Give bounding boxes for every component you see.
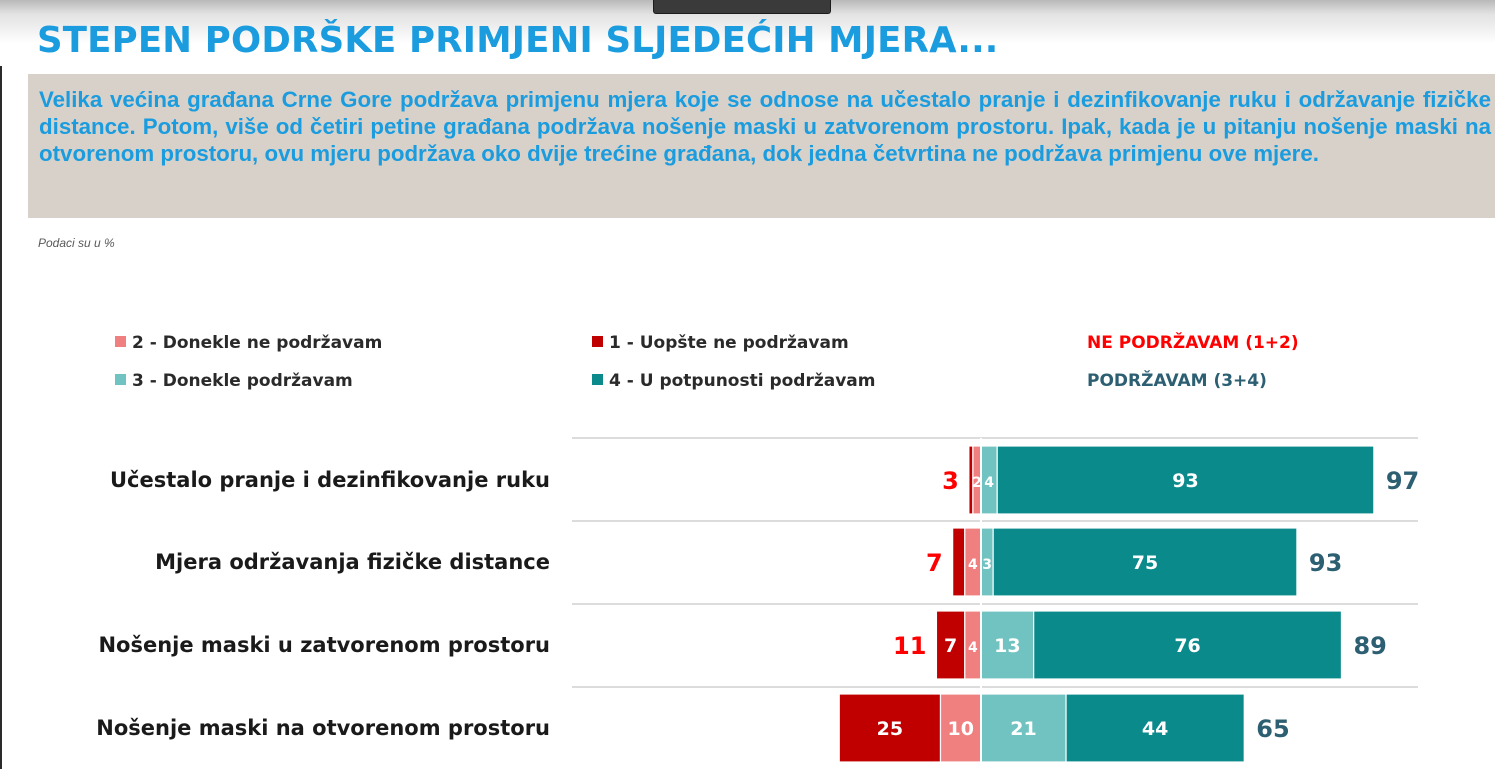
bar-segment-val4 — [1065, 693, 1245, 763]
category-label: Mjera održavanja fizičke distance — [155, 550, 550, 574]
not-support-header: NE PODRŽAVAM (1+2) — [1087, 333, 1299, 353]
total-not-support: 11 — [893, 632, 926, 660]
legend-item-3: 3 - Donekle podržavam — [115, 371, 353, 391]
data-label: 7 — [944, 635, 957, 657]
legend-label-2: 2 - Donekle ne podržavam — [132, 333, 383, 353]
summary-text: Velika većina građana Crne Gore podržava… — [39, 87, 1491, 166]
window-tab[interactable] — [653, 0, 831, 14]
data-label: 93 — [1172, 470, 1198, 492]
data-label: 21 — [1010, 718, 1036, 740]
total-support: 65 — [1256, 715, 1289, 743]
legend-swatch-3 — [115, 374, 126, 385]
category-label: Nošenje maski na otvorenom prostoru — [96, 716, 550, 740]
data-label: 44 — [1142, 718, 1168, 740]
summary-box: Velika većina građana Crne Gore podržava… — [28, 74, 1495, 218]
legend-swatch-2 — [115, 336, 126, 347]
window-edge — [0, 66, 2, 769]
data-label: 76 — [1174, 635, 1200, 657]
legend-label-3: 3 - Donekle podržavam — [132, 371, 353, 391]
data-label: 10 — [948, 718, 974, 740]
total-support: 93 — [1309, 549, 1342, 577]
category-label: Učestalo pranje i dezinfikovanje ruku — [110, 468, 550, 492]
data-note: Podaci su u % — [38, 236, 115, 250]
support-header: PODRŽAVAM (3+4) — [1087, 371, 1267, 391]
data-label: 13 — [994, 635, 1020, 657]
bar-segment-val2 — [939, 693, 982, 763]
data-label: 2 — [972, 475, 982, 491]
data-label: 4 — [968, 557, 978, 573]
legend-swatch-1 — [592, 336, 603, 347]
data-label: 3 — [982, 557, 992, 573]
data-label: 75 — [1132, 552, 1158, 574]
legend-label-1: 1 - Uopšte ne podržavam — [609, 333, 849, 353]
category-label: Nošenje maski u zatvorenom prostoru — [98, 633, 550, 657]
bar-segment-val4 — [996, 445, 1375, 515]
total-support: 89 — [1353, 632, 1386, 660]
legend-item-1: 1 - Uopšte ne podržavam — [592, 333, 849, 353]
total-not-support: 3 — [942, 467, 959, 495]
bar-segment-val1 — [935, 610, 966, 680]
legend-item-4: 4 - U potpunosti podržavam — [592, 371, 876, 391]
data-label: 4 — [968, 640, 978, 656]
bar-segment-val1 — [838, 693, 942, 763]
legend-label-4: 4 - U potpunosti podržavam — [609, 371, 876, 391]
bar-segment-val1 — [952, 527, 966, 597]
data-label: 4 — [984, 475, 994, 491]
data-label: 25 — [877, 718, 903, 740]
bar-segment-val4 — [992, 527, 1298, 597]
total-support: 97 — [1386, 467, 1419, 495]
page-title: STEPEN PODRŠKE PRIMJENI SLJEDEĆIH MJERA.… — [37, 20, 999, 61]
legend-swatch-4 — [592, 374, 603, 385]
bar-segment-val4 — [1033, 610, 1343, 680]
total-not-support: 7 — [926, 549, 943, 577]
legend-item-2: 2 - Donekle ne podržavam — [115, 333, 382, 353]
